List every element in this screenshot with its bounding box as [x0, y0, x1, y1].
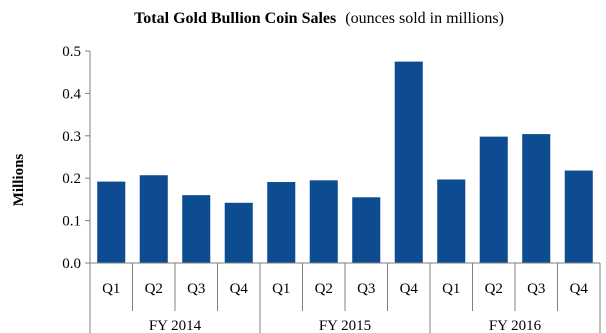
y-tick-label: 0.1: [62, 214, 81, 230]
group-label: FY 2016: [489, 318, 542, 333]
group-label: FY 2015: [319, 318, 371, 333]
bar: [267, 182, 296, 263]
x-axis: Q1 Q2 Q3 Q4 FY 2014 Q1 Q2 Q3 Q4 FY 2015 Q1 Q2 Q3 Q4 FY…: [90, 262, 601, 333]
y-tick-label: 0.2: [62, 171, 81, 187]
bar: [182, 195, 211, 263]
x-tick-label: Q1: [102, 281, 120, 297]
y-tick-label: 0.5: [62, 44, 81, 60]
bar: [437, 179, 466, 263]
x-tick-label: Q3: [187, 281, 205, 297]
x-tick-label: Q4: [570, 281, 589, 297]
chart-title: Total Gold Bullion Coin Sales (ounces so…: [134, 10, 504, 27]
chart-subtitle: (ounces sold in millions): [345, 10, 504, 27]
y-axis-label: Millions: [11, 154, 27, 207]
bars: [97, 61, 593, 263]
bar: [97, 181, 126, 263]
y-tick-label: 0.0: [62, 256, 81, 272]
x-tick-label: Q2: [485, 281, 503, 297]
x-tick-label: Q2: [145, 281, 163, 297]
y-tick-label: 0.3: [62, 129, 81, 145]
x-tick-label: Q1: [442, 281, 460, 297]
x-tick-label: Q3: [527, 281, 545, 297]
bar: [564, 170, 593, 263]
bar: [479, 136, 508, 263]
bar: [139, 175, 168, 263]
bar: [394, 61, 423, 263]
x-tick-label: Q2: [315, 281, 333, 297]
group-label: FY 2014: [149, 318, 202, 333]
x-tick-label: Q1: [272, 281, 290, 297]
bar: [309, 180, 338, 263]
chart-title-main: Total Gold Bullion Coin Sales: [134, 10, 336, 27]
x-tick-label: Q4: [230, 281, 249, 297]
x-tick-label: Q4: [400, 281, 419, 297]
y-tick-label: 0.4: [62, 86, 81, 102]
y-axis: 0.0 0.1 0.2 0.3 0.4 0.5: [62, 44, 91, 333]
bar: [352, 197, 381, 263]
bar: [522, 134, 551, 263]
x-tick-label: Q3: [357, 281, 375, 297]
bar: [224, 202, 253, 263]
